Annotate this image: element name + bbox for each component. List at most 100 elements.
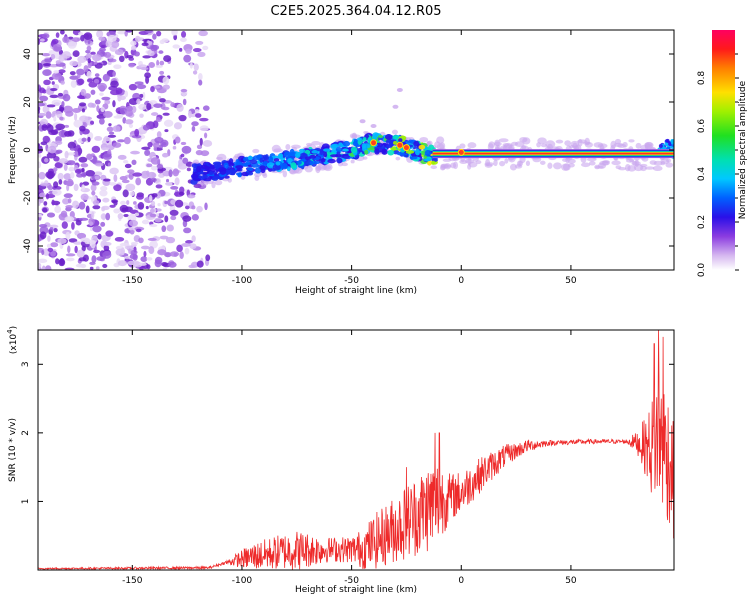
spectrogram-noise-blob: [53, 167, 58, 172]
spectrogram-ridge-halo: [211, 180, 216, 189]
spectrogram-noise-blob: [85, 205, 90, 214]
spectrogram-noise-blob: [138, 237, 144, 244]
spectrogram-noise-blob: [183, 54, 192, 63]
spectrogram-ridge-blob: [405, 150, 415, 154]
colorbar-tick-label: 0.8: [697, 71, 707, 86]
spectrogram-noise-blob: [140, 256, 148, 262]
spectrogram-noise-blob: [128, 123, 134, 128]
spectrogram-noise-blob: [55, 258, 60, 265]
spectrogram-noise-blob: [96, 105, 100, 113]
spectrogram-noise-blob: [155, 117, 161, 122]
colorbar-tick-label: 0.4: [697, 167, 707, 182]
spectrogram-ridge-blob: [218, 167, 227, 172]
spectrogram-noise-blob: [113, 184, 122, 192]
spectrogram-noise-blob: [43, 201, 48, 206]
spectrogram-ridge-blob: [323, 152, 328, 158]
spectrogram-noise-blob: [94, 99, 101, 105]
spectrogram-ridge-blob: [423, 155, 427, 159]
spectrogram-ridge-blob: [387, 149, 395, 156]
spectrogram-x-tick-label: -150: [122, 276, 143, 286]
spectrogram-noise-blob: [38, 161, 42, 169]
spectrogram-y-axis-label: Frequency (Hz): [8, 116, 18, 184]
spectrogram-noise-blob: [44, 58, 53, 63]
spectrogram-noise-blob: [39, 118, 49, 126]
spectrogram-noise-blob: [52, 43, 62, 52]
spectrogram-ridge-halo: [611, 160, 621, 166]
spectrogram-noise-blob: [97, 82, 108, 91]
spectrogram-noise-blob: [104, 99, 111, 105]
spectrogram-noise-blob: [65, 110, 74, 117]
spectrogram-ridge-blob: [323, 148, 331, 152]
spectrogram-ridge-blob: [670, 140, 674, 145]
spectrogram-noise-blob: [180, 153, 185, 158]
spectrogram-noise-blob: [94, 175, 100, 180]
snr-x-tick-label: -50: [344, 576, 359, 586]
spectrogram-noise-blob: [93, 78, 100, 84]
spectrogram-noise-blob: [174, 199, 184, 208]
spectrogram-ridge-halo: [362, 156, 368, 160]
spectrogram-noise-blob: [146, 102, 152, 111]
spectrogram-noise-blob: [149, 208, 155, 214]
spectrogram-noise-blob: [67, 160, 76, 166]
spectrogram-noise-blob: [151, 112, 159, 116]
spectrogram-noise-blob: [84, 93, 91, 99]
spectrogram-ridge-blob: [296, 160, 302, 165]
spectrogram-noise: [38, 30, 213, 270]
spectrogram-ridge-halo: [498, 138, 509, 143]
spectrogram-ridge-blob: [319, 148, 324, 156]
spectrogram-noise-blob: [128, 227, 134, 231]
spectrogram-noise-blob: [93, 249, 101, 254]
spectrogram-noise-blob: [66, 217, 72, 223]
spectrogram-ridge-halo: [254, 172, 262, 178]
spectrogram-ridge-blob: [364, 149, 369, 155]
spectrogram-ridge-blob: [335, 147, 343, 152]
spectrogram-noise-blob: [42, 69, 52, 77]
spectrogram-noise-blob: [113, 115, 123, 119]
spectrogram-ridge-halo: [222, 178, 230, 182]
spectrogram-noise-blob: [140, 245, 150, 250]
spectrogram-noise-blob: [43, 79, 51, 86]
spectrogram-noise-blob: [181, 30, 187, 38]
spectrogram-noise-blob: [189, 62, 193, 69]
spectrogram-noise-blob: [165, 236, 176, 244]
spectrogram-x-tick-label: -50: [344, 276, 359, 286]
spectrogram-noise-blob: [150, 86, 155, 93]
spectrogram-faint-streak: [396, 88, 403, 92]
spectrogram-ridge-blob: [426, 159, 432, 166]
spectrogram-noise-blob: [69, 147, 76, 151]
spectrogram-noise-blob: [184, 205, 190, 210]
spectrogram-noise-blob: [181, 243, 191, 247]
spectrogram-ridge-halo: [509, 163, 517, 171]
spectrogram-ridge-halo: [525, 160, 531, 167]
spectrogram-ridge-halo: [214, 179, 223, 186]
snr-y-tick-label: 2: [21, 430, 31, 436]
spectrogram-ridge-blob: [330, 154, 339, 158]
spectrogram-noise-blob: [74, 150, 79, 157]
spectrogram-noise-blob: [39, 183, 50, 187]
spectrogram-noise-blob: [77, 55, 87, 64]
spectrogram-noise-blob: [50, 88, 58, 92]
spectrogram-noise-blob: [68, 166, 75, 172]
spectrogram-noise-blob: [50, 53, 56, 60]
spectrogram-noise-blob: [185, 48, 192, 54]
spectrogram-ridge-blob: [299, 148, 306, 153]
spectrogram-noise-blob: [53, 228, 58, 233]
spectrogram-noise-blob: [153, 146, 157, 152]
spectrogram-ridge-blob: [295, 152, 301, 159]
spectrogram-ridge-blob: [396, 151, 405, 156]
spectrogram-ridge-halo: [459, 143, 466, 149]
spectrogram-ridge-blob: [286, 166, 291, 172]
spectrogram-noise-blob: [100, 213, 107, 220]
spectrogram-noise-blob: [78, 31, 84, 36]
spectrogram-ridge-blob: [235, 159, 240, 165]
spectrogram-ridge-halo: [539, 160, 546, 165]
spectrogram-noise-blob: [119, 242, 130, 247]
spectrogram-ridge-halo: [652, 165, 663, 172]
spectrogram-ridge-halo: [216, 153, 227, 162]
spectrogram-noise-blob: [156, 59, 160, 67]
spectrogram-noise-blob: [128, 63, 135, 68]
spectrogram-noise-blob: [150, 200, 156, 207]
spectrogram-noise-blob: [65, 180, 74, 187]
spectrogram-ridge-halo: [553, 162, 562, 170]
spectrogram-noise-blob: [44, 158, 49, 163]
